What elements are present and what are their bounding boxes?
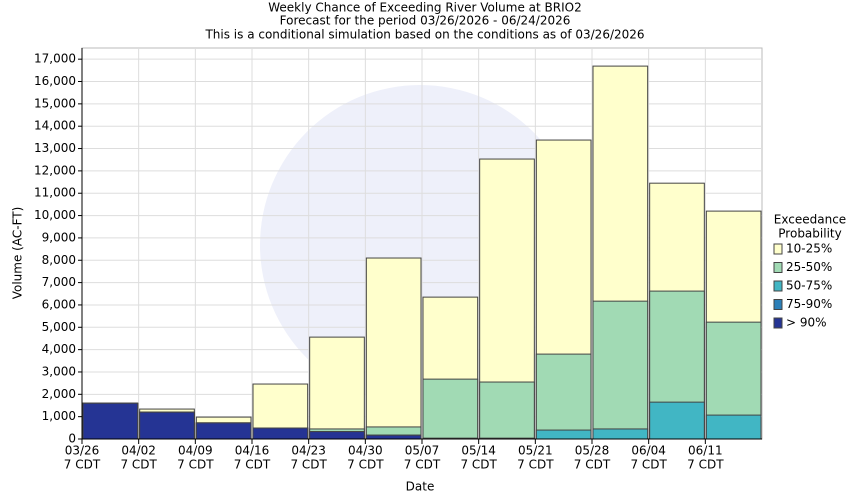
x-tick-sublabel: 7 CDT [290, 458, 327, 472]
legend-swatch [773, 280, 783, 292]
x-tick-label: 03/26 [65, 444, 100, 458]
y-tick-label: 2,000 [42, 387, 76, 401]
x-tick-label: 04/16 [235, 444, 270, 458]
x-tick-sublabel: 7 CDT [630, 458, 667, 472]
legend-label: 25-50% [786, 260, 832, 274]
legend-label: 10-25% [786, 242, 832, 256]
y-tick-label: 1,000 [42, 409, 76, 423]
bar [535, 429, 592, 440]
y-tick-label: 13,000 [34, 141, 76, 155]
x-tick-sublabel: 7 CDT [404, 458, 441, 472]
chart-subtitle: This is a conditional simulation based o… [204, 28, 644, 42]
x-tick-label: 05/14 [461, 444, 496, 458]
y-tick-label: 8,000 [42, 253, 76, 267]
x-tick-label: 05/07 [405, 444, 440, 458]
x-tick-label: 06/11 [688, 444, 723, 458]
bar [365, 257, 422, 440]
y-tick-label: 14,000 [34, 119, 76, 133]
legend-swatch [773, 299, 783, 310]
bar [535, 353, 592, 440]
bar [252, 427, 309, 440]
y-tick-label: 12,000 [34, 163, 76, 177]
x-tick-sublabel: 7 CDT [517, 458, 554, 472]
x-tick-label: 04/23 [291, 444, 326, 458]
legend-title: Exceedance [774, 213, 846, 227]
bar [195, 422, 252, 440]
chart-subtitle: Forecast for the period 03/26/2026 - 06/… [280, 14, 571, 28]
x-tick-sublabel: 7 CDT [460, 458, 497, 472]
y-axis-label: Volume (AC-FT) [11, 207, 25, 300]
x-tick-label: 04/09 [178, 444, 213, 458]
bar [422, 378, 479, 440]
x-tick-label: 05/28 [575, 444, 610, 458]
bar [365, 434, 422, 440]
bar [592, 428, 649, 440]
legend-title: Probability [778, 227, 841, 241]
y-tick-label: 16,000 [34, 74, 76, 88]
legend-label: 50-75% [786, 279, 832, 293]
bar [309, 336, 365, 440]
bar [139, 411, 195, 440]
bar [705, 414, 762, 440]
x-axis-label: Date [406, 480, 435, 494]
x-tick-label: 04/30 [348, 444, 383, 458]
bar [309, 431, 365, 440]
y-tick-label: 11,000 [34, 186, 76, 200]
x-tick-label: 04/02 [121, 444, 156, 458]
x-tick-sublabel: 7 CDT [347, 458, 384, 472]
y-tick-label: 17,000 [34, 52, 76, 66]
legend-label: 75-90% [786, 297, 832, 311]
x-tick-label: 05/21 [518, 444, 553, 458]
legend-swatch [773, 243, 783, 255]
bar [592, 300, 649, 440]
bar [82, 402, 139, 440]
bar [649, 401, 705, 440]
legend-label: > 90% [786, 316, 827, 330]
y-tick-label: 7,000 [42, 275, 76, 289]
x-tick-sublabel: 7 CDT [574, 458, 611, 472]
x-tick-sublabel: 7 CDT [120, 458, 157, 472]
y-tick-label: 6,000 [42, 297, 76, 311]
y-tick-label: 3,000 [42, 364, 76, 378]
y-tick-label: 9,000 [42, 230, 76, 244]
bar [479, 381, 535, 440]
x-tick-sublabel: 7 CDT [234, 458, 271, 472]
x-tick-sublabel: 7 CDT [177, 458, 214, 472]
legend-swatch [773, 317, 783, 329]
y-tick-label: 15,000 [34, 96, 76, 110]
y-tick-label: 0 [68, 432, 76, 446]
y-tick-label: 4,000 [42, 342, 76, 356]
legend-swatch [773, 262, 783, 273]
y-tick-label: 10,000 [34, 208, 76, 222]
chart-title: Weekly Chance of Exceeding River Volume … [268, 1, 581, 15]
y-tick-label: 5,000 [42, 320, 76, 334]
x-tick-sublabel: 7 CDT [64, 458, 101, 472]
x-tick-label: 06/04 [631, 444, 666, 458]
x-tick-sublabel: 7 CDT [687, 458, 724, 472]
